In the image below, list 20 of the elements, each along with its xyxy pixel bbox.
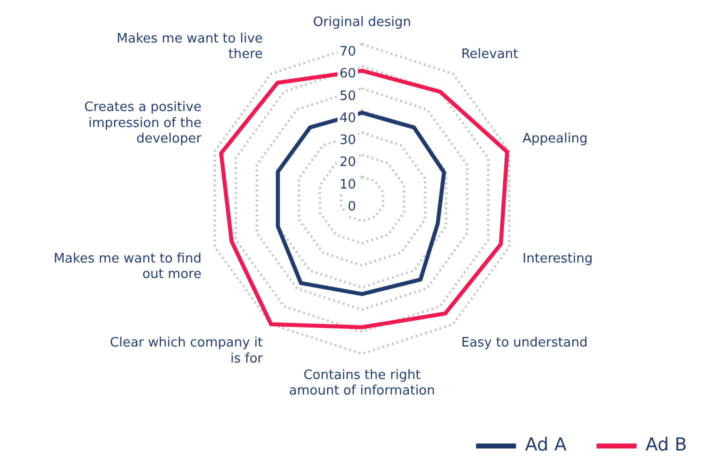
spoke-label: Original design [312,14,412,30]
y-tick-label: 40 [339,110,356,126]
y-tick-label: 10 [339,177,356,192]
spoke-label: Appealing [522,131,588,146]
y-tick-label: 0 [348,199,356,214]
legend-label: Ad A [525,434,568,456]
spoke-label: Clear which company it is for [110,336,264,366]
spoke-label: Relevant [461,47,518,62]
spoke-label: Makes me want to live there [116,31,263,62]
y-tick-label: 50 [339,88,356,104]
spoke-label: Contains the right amount of information [289,368,435,399]
spoke-label: Interesting [522,251,593,266]
legend-label: Ad B [646,434,688,456]
y-tick-label: 60 [339,66,356,82]
y-tick-label: 70 [339,44,356,60]
spoke-label: Makes me want to find out more [54,251,202,282]
spoke-label: Easy to understand [461,336,588,351]
y-tick-label: 20 [339,155,356,170]
spoke-label: Creates a positive impression of the developer [84,100,202,146]
y-tick-label: 30 [339,133,356,148]
